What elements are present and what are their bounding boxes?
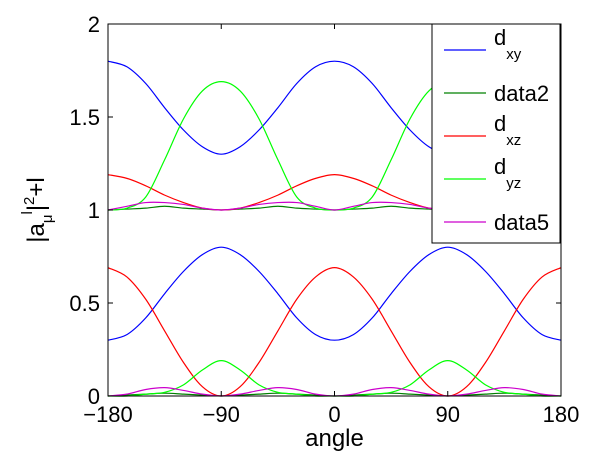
legend-label: data5 bbox=[494, 210, 549, 235]
y-tick-label: 0 bbox=[88, 384, 100, 409]
x-tick-label: −180 bbox=[83, 402, 133, 427]
x-axis-label: angle bbox=[305, 425, 364, 452]
y-tick-label: 0.5 bbox=[69, 291, 100, 316]
y-axis-label-base: |a bbox=[23, 223, 50, 243]
legend-label: data2 bbox=[494, 81, 549, 106]
ticks-layer: −180 −90 0 90 180 0 0.5 1 1.5 2 bbox=[69, 12, 579, 427]
legend-label: dxy bbox=[494, 25, 522, 63]
legend-label: dxz bbox=[494, 111, 521, 149]
legend-box bbox=[431, 23, 561, 244]
x-tick-label: 0 bbox=[328, 402, 340, 427]
y-axis-label-sup: l bbox=[19, 211, 36, 214]
series-line-6 bbox=[107, 246, 562, 341]
x-tick-label: 180 bbox=[543, 402, 580, 427]
series-line-8 bbox=[107, 267, 562, 397]
x-tick-label: 90 bbox=[436, 402, 460, 427]
y-axis-label-rest: | bbox=[23, 205, 50, 211]
y-tick-label: 1.5 bbox=[69, 105, 100, 130]
y-tick-label: 1 bbox=[88, 198, 100, 223]
y-axis-label-tail: +l bbox=[23, 177, 50, 196]
x-tick-label: −90 bbox=[203, 402, 240, 427]
y-axis-label-sup2: 2 bbox=[21, 197, 38, 205]
y-axis-label: |aμl|2+l bbox=[19, 177, 56, 243]
legend-label: dyz bbox=[494, 154, 521, 192]
y-axis-label-sub: μ bbox=[39, 215, 56, 224]
y-tick-label: 2 bbox=[88, 12, 100, 37]
legend: dxy data2 dxz dyz data5 bbox=[431, 23, 561, 244]
